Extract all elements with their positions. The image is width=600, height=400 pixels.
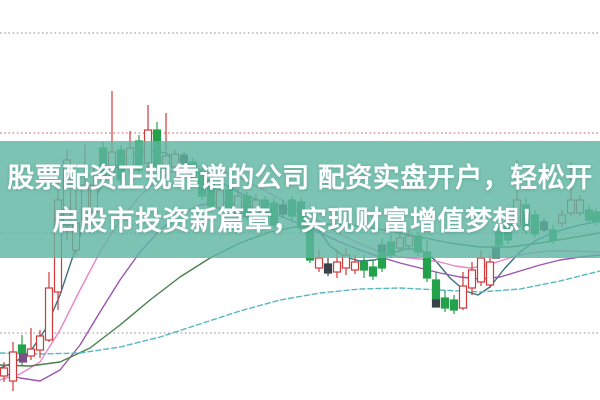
headline-line-2: 启股市投资新篇章，实现财富增值梦想！	[52, 205, 548, 236]
headline-line-1: 股票配资正规靠谱的公司 配资实盘开户，轻松开	[7, 163, 593, 193]
headline-overlay: 股票配资正规靠谱的公司 配资实盘开户，轻松开 启股市投资新篇章，实现财富增值梦想…	[0, 141, 600, 258]
